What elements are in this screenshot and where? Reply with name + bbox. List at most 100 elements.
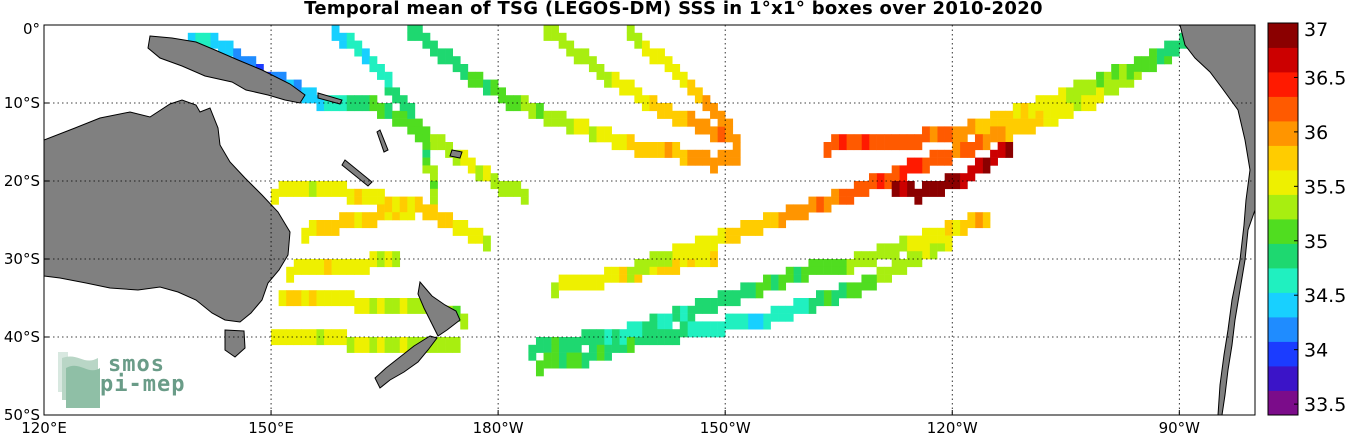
sss-cell xyxy=(853,251,862,260)
sss-cell xyxy=(1126,71,1135,80)
sss-cell xyxy=(1050,110,1059,119)
sss-cell xyxy=(399,118,408,127)
sss-cell xyxy=(535,344,544,353)
sss-cell xyxy=(377,337,385,346)
sss-cell xyxy=(460,157,469,166)
sss-cell xyxy=(747,282,756,291)
sss-cell xyxy=(369,56,378,65)
sss-cell xyxy=(710,305,718,314)
sss-cell xyxy=(1020,118,1029,127)
sss-cell xyxy=(717,110,726,119)
sss-cell xyxy=(566,40,575,49)
sss-cell xyxy=(816,290,824,299)
sss-cell xyxy=(906,142,915,151)
sss-cell xyxy=(982,157,991,166)
sss-cell xyxy=(861,282,870,291)
sss-cell xyxy=(611,134,620,143)
sss-cell xyxy=(308,181,317,190)
sss-cell xyxy=(884,274,892,283)
sss-cell xyxy=(339,181,348,190)
sss-cell xyxy=(763,282,771,291)
sss-cell xyxy=(672,329,681,338)
sss-cell xyxy=(1088,95,1097,104)
sss-cell xyxy=(906,165,915,174)
sss-cell xyxy=(740,290,749,299)
sss-cell xyxy=(392,196,401,205)
sss-cell xyxy=(740,313,749,322)
sss-cell xyxy=(271,337,279,346)
sss-cell xyxy=(505,95,514,104)
sss-cell xyxy=(959,173,968,182)
sss-cell xyxy=(551,337,559,346)
sss-cell xyxy=(354,344,363,353)
sss-cell xyxy=(838,142,847,151)
sss-cell xyxy=(717,227,726,236)
sss-cell xyxy=(694,321,703,330)
sss-cell xyxy=(558,40,567,49)
sss-cell xyxy=(672,251,681,260)
sss-cell xyxy=(354,95,363,104)
sss-cell xyxy=(657,259,665,268)
sss-cell xyxy=(861,142,870,151)
sss-cell xyxy=(944,243,953,252)
sss-cell xyxy=(460,220,469,229)
sss-cell xyxy=(710,157,718,166)
sss-cell xyxy=(354,40,363,49)
sss-cell xyxy=(573,56,582,65)
sss-cell xyxy=(278,71,287,80)
sss-cell xyxy=(929,251,938,260)
sss-cell xyxy=(634,87,643,96)
sss-cell xyxy=(649,149,658,158)
sss-cell xyxy=(558,282,567,291)
sss-cell xyxy=(657,251,665,260)
sss-cell xyxy=(778,282,787,291)
sss-cell xyxy=(596,282,605,291)
sss-cell xyxy=(475,173,484,182)
sss-cell xyxy=(959,142,968,151)
sss-cell xyxy=(619,274,628,283)
land-south-america xyxy=(1179,25,1255,415)
sss-cell xyxy=(1141,56,1150,65)
sss-cell xyxy=(944,173,953,182)
sss-cell xyxy=(891,266,900,275)
chart-title: Temporal mean of TSG (LEGOS-DM) SSS in 1… xyxy=(304,0,1043,19)
sss-cell xyxy=(702,149,711,158)
sss-cell xyxy=(422,126,431,135)
sss-cell xyxy=(816,196,824,205)
sss-cell xyxy=(990,157,998,166)
sss-cell xyxy=(725,313,734,322)
sss-cell xyxy=(596,134,605,143)
sss-cell xyxy=(891,243,900,252)
sss-cell xyxy=(717,298,726,307)
sss-cell xyxy=(982,142,991,151)
sss-cell xyxy=(339,329,348,338)
sss-cell xyxy=(672,313,681,322)
sss-cell xyxy=(649,251,658,260)
sss-cell xyxy=(308,87,317,96)
sss-cell xyxy=(437,337,446,346)
sss-cell xyxy=(581,337,590,346)
sss-cell xyxy=(354,103,363,112)
sss-cell xyxy=(1118,79,1127,88)
sss-cell xyxy=(1179,40,1188,49)
sss-cell xyxy=(1005,126,1014,135)
sss-cell xyxy=(611,142,620,151)
sss-cell xyxy=(634,259,643,268)
sss-cell xyxy=(445,56,454,65)
sss-cell xyxy=(679,110,688,119)
sss-cell xyxy=(672,305,681,314)
sss-cell xyxy=(377,251,385,260)
sss-cell xyxy=(346,337,355,346)
sss-cell xyxy=(800,212,809,221)
sss-cell xyxy=(377,188,385,197)
sss-cell xyxy=(763,220,771,229)
sss-cell xyxy=(990,126,998,135)
sss-cell xyxy=(331,298,340,307)
sss-cell xyxy=(520,188,529,197)
sss-cell xyxy=(626,274,635,283)
sss-cell xyxy=(710,298,718,307)
sss-cell xyxy=(732,227,741,236)
sss-cell xyxy=(1164,48,1173,57)
sss-cell xyxy=(551,344,559,353)
sss-cell xyxy=(331,329,340,338)
